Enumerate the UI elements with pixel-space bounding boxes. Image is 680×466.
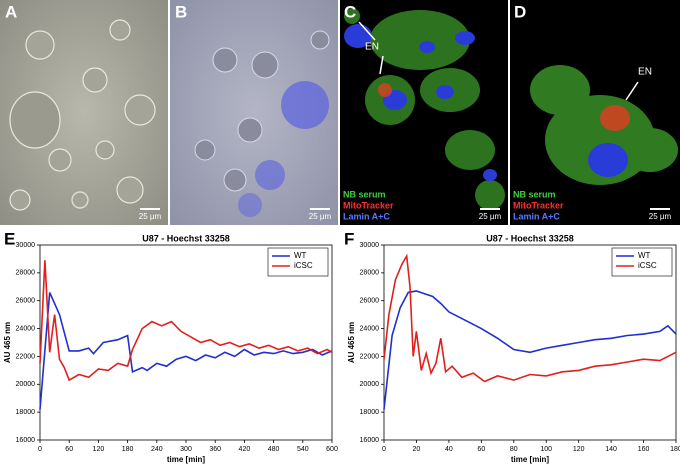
panel-label: E [4, 229, 15, 248]
annotation: EN [365, 42, 379, 53]
legend-label: iCSC [638, 261, 657, 270]
stain-legend: Lamin A+C [513, 211, 560, 221]
y-tick-label: 24000 [360, 325, 380, 332]
x-tick-label: 60 [65, 446, 73, 453]
x-tick-label: 180 [122, 446, 134, 453]
y-tick-label: 26000 [16, 298, 36, 305]
x-tick-label: 600 [326, 446, 338, 453]
y-tick-label: 22000 [16, 353, 36, 360]
chart-title: U87 - Hoechst 33258 [142, 233, 230, 243]
y-tick-label: 16000 [360, 437, 380, 444]
x-tick-label: 40 [445, 446, 453, 453]
x-tick-label: 360 [209, 446, 221, 453]
legend-label: WT [638, 251, 651, 260]
panel-b: B 25 µm [170, 0, 338, 225]
x-tick-label: 0 [38, 446, 42, 453]
data-line [39, 260, 333, 382]
scale-bar: 25 µm [309, 212, 332, 221]
stain-legend: NB serum [343, 189, 386, 199]
plot-area [39, 244, 333, 441]
y-tick-label: 18000 [16, 409, 36, 416]
x-tick-label: 20 [413, 446, 421, 453]
y-tick-label: 30000 [360, 242, 380, 249]
scale-bar: 25 µm [139, 212, 162, 221]
legend-box [267, 247, 329, 277]
stain-legend: NB serum [513, 189, 556, 199]
x-axis-label: time [min] [167, 455, 206, 464]
x-tick-label: 240 [151, 446, 163, 453]
data-line [383, 290, 677, 410]
legend-box [611, 247, 673, 277]
stain-legend: MitoTracker [343, 200, 394, 210]
x-axis-label: time [min] [511, 455, 550, 464]
panel-label: B [175, 2, 187, 21]
panel-c: C EN EN NB serum MitoTracker Lamin A+C 2… [340, 0, 508, 225]
y-tick-label: 26000 [360, 298, 380, 305]
x-tick-label: 0 [382, 446, 386, 453]
legend-label: WT [294, 251, 307, 260]
x-tick-label: 420 [239, 446, 251, 453]
stain-legend: MitoTracker [513, 200, 564, 210]
x-tick-label: 80 [510, 446, 518, 453]
x-tick-label: 480 [268, 446, 280, 453]
y-axis-label: AU 465 nm [347, 322, 356, 363]
stain-legend: Lamin A+C [343, 211, 390, 221]
y-tick-label: 16000 [16, 437, 36, 444]
y-tick-label: 24000 [16, 325, 36, 332]
x-tick-label: 160 [638, 446, 650, 453]
legend-label: iCSC [294, 261, 313, 270]
x-tick-label: 300 [180, 446, 192, 453]
annotation: EN [638, 67, 652, 78]
y-tick-label: 20000 [16, 381, 36, 388]
plot-area [383, 244, 677, 441]
y-tick-label: 22000 [360, 353, 380, 360]
y-tick-label: 28000 [360, 270, 380, 277]
y-tick-label: 20000 [360, 381, 380, 388]
data-line [383, 253, 677, 383]
x-tick-label: 180 [670, 446, 680, 453]
x-tick-label: 120 [573, 446, 585, 453]
panel-label: C [344, 2, 356, 21]
panel-label: F [344, 229, 354, 248]
x-tick-label: 540 [297, 446, 309, 453]
y-tick-label: 18000 [360, 409, 380, 416]
x-tick-label: 60 [477, 446, 485, 453]
chart-title: U87 - Hoechst 33258 [486, 233, 574, 243]
panel-a: A 25 µm [0, 0, 168, 225]
scale-bar: 25 µm [649, 212, 672, 221]
panel-label: A [5, 2, 17, 21]
scale-bar: 25 µm [479, 212, 502, 221]
panel-d: D EN NB serum MitoTracker Lamin A+C 25 µ… [510, 0, 680, 225]
x-tick-label: 120 [93, 446, 105, 453]
x-tick-label: 140 [605, 446, 617, 453]
y-tick-label: 28000 [16, 270, 36, 277]
panel-label: D [514, 2, 526, 21]
data-line [39, 292, 333, 410]
y-axis-label: AU 465 nm [3, 322, 12, 363]
x-tick-label: 100 [540, 446, 552, 453]
y-tick-label: 30000 [16, 242, 36, 249]
